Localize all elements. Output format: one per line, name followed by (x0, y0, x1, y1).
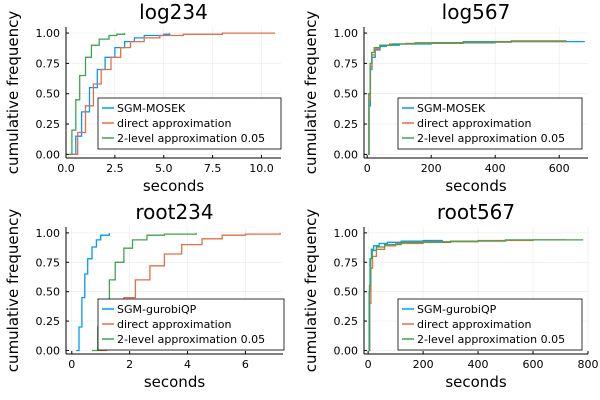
panel-title: root567 (437, 200, 515, 224)
series-line-0 (76, 232, 111, 352)
y-axis-label: cumulative frequency (4, 11, 22, 175)
y-tick-label: 0.00 (36, 344, 61, 357)
legend-label: 2-level approximation 0.05 (417, 132, 565, 145)
y-axis-label: cumulative frequency (4, 209, 22, 373)
panel-title: root234 (135, 200, 213, 224)
legend-label: direct approximation (417, 117, 531, 130)
x-axis-label: seconds (445, 373, 506, 391)
x-tick-label: 2.5 (106, 162, 124, 175)
y-tick-label: 0.50 (334, 88, 359, 101)
panel-2: 0 2 4 6 0.00 0.25 0.50 0.75 1.00 root234 seconds cu… (4, 200, 285, 391)
legend-label: SGM-gurobiQP (117, 303, 197, 316)
x-tick-label: 0 (68, 358, 75, 371)
x-tick-label: 0 (365, 358, 372, 371)
legend-box (397, 298, 583, 351)
x-tick-label: 7.5 (204, 162, 222, 175)
y-tick-label: 0.00 (36, 148, 61, 161)
y-tick-label: 0.25 (334, 118, 359, 131)
y-tick-label: 0.75 (36, 57, 61, 70)
y-tick-label: 1.00 (36, 27, 61, 40)
y-tick-label: 0.25 (36, 315, 61, 328)
legend-box (97, 97, 282, 150)
x-tick-label: 200 (413, 358, 434, 371)
panel-0: 0.0 2.5 5.0 7.5 10.0 0.00 0.25 0.50 0.75 1.00 log2… (4, 0, 282, 195)
panel-1: 0 200 400 600 0.00 0.25 0.50 0.75 1.00 log567 seco… (302, 0, 588, 195)
x-tick-label: 400 (468, 358, 489, 371)
y-tick-label: 0.75 (334, 256, 359, 269)
y-tick-label: 0.75 (36, 256, 61, 269)
x-tick-label: 6 (242, 358, 249, 371)
y-tick-label: 0.00 (334, 344, 359, 357)
legend: SGM-gurobiQP direct approximation 2-level … (397, 298, 583, 351)
y-axis-label: cumulative frequency (302, 11, 320, 175)
panel-3: 0 200 400 600 800 0.00 0.25 0.50 0.75 1.00 root567… (302, 200, 599, 391)
x-tick-label: 5.0 (155, 162, 173, 175)
x-tick-label: 2 (126, 358, 133, 371)
x-tick-label: 10.0 (249, 162, 274, 175)
y-tick-label: 1.00 (334, 27, 359, 40)
y-tick-label: 1.00 (334, 227, 359, 240)
legend-label: direct approximation (117, 117, 231, 130)
series-line-1 (71, 32, 276, 156)
x-axis-label: seconds (144, 373, 205, 391)
legend-label: SGM-gurobiQP (417, 303, 497, 316)
legend-box (397, 97, 583, 150)
x-tick-label: 0 (364, 162, 371, 175)
series-line-2 (367, 40, 567, 156)
y-axis-label: cumulative frequency (302, 209, 320, 373)
x-tick-label: 0.0 (57, 162, 75, 175)
legend-label: 2-level approximation 0.05 (417, 333, 565, 346)
legend-label: direct approximation (117, 318, 231, 331)
y-tick-label: 0.00 (334, 148, 359, 161)
y-tick-label: 1.00 (36, 227, 61, 240)
legend-label: 2-level approximation 0.05 (117, 333, 265, 346)
x-tick-label: 800 (578, 358, 599, 371)
y-tick-label: 0.75 (334, 57, 359, 70)
legend: SGM-MOSEK direct approximation 2-level app… (397, 97, 583, 150)
series-line-2 (368, 239, 584, 352)
panel-title: log567 (442, 0, 511, 24)
legend-label: 2-level approximation 0.05 (117, 132, 265, 145)
legend-label: SGM-MOSEK (417, 102, 486, 115)
y-tick-label: 0.50 (36, 286, 61, 299)
series-line-2 (68, 33, 126, 156)
legend: SGM-gurobiQP direct approximation 2-level … (97, 298, 285, 351)
y-tick-label: 0.50 (334, 286, 359, 299)
x-tick-label: 4 (184, 358, 191, 371)
x-tick-label: 200 (421, 162, 442, 175)
y-tick-label: 0.50 (36, 88, 61, 101)
x-tick-label: 600 (523, 358, 544, 371)
panel-title: log234 (139, 0, 208, 24)
x-axis-label: seconds (143, 177, 204, 195)
x-tick-label: 400 (485, 162, 506, 175)
x-axis-label: seconds (445, 177, 506, 195)
legend: SGM-MOSEK direct approximation 2-level app… (97, 97, 282, 150)
y-tick-label: 0.25 (334, 315, 359, 328)
legend-label: SGM-MOSEK (117, 102, 186, 115)
y-tick-label: 0.25 (36, 118, 61, 131)
legend-box (97, 298, 285, 351)
x-tick-label: 600 (549, 162, 570, 175)
legend-label: direct approximation (417, 318, 531, 331)
